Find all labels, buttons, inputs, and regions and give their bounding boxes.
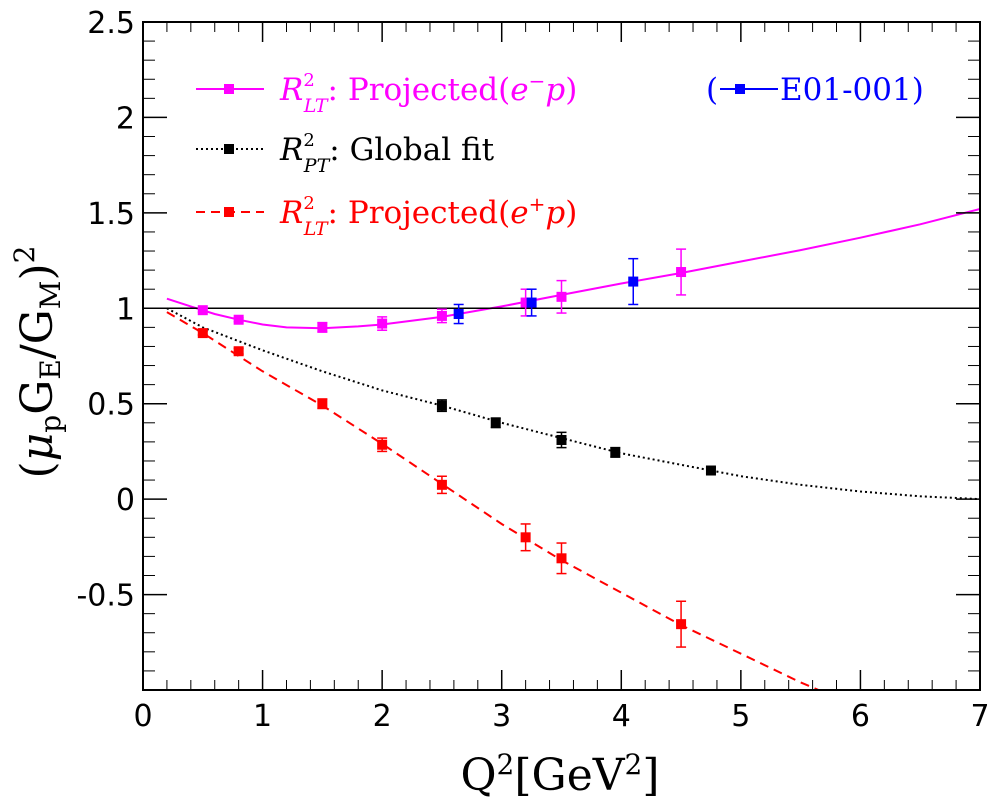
data-point xyxy=(556,553,567,564)
y-tick-label: 1 xyxy=(116,292,135,327)
y-tick-label: 2 xyxy=(116,101,135,136)
x-tick-label: 2 xyxy=(373,699,392,734)
y-tick-label: 1.5 xyxy=(87,197,135,232)
legend-entry-epp: R2 LT: Projected(e+p) xyxy=(196,192,577,240)
data-point xyxy=(490,417,501,428)
x-tick-label: 6 xyxy=(851,699,870,734)
data-point xyxy=(520,532,531,543)
legend-label-e01-001: E01-001) xyxy=(780,72,924,108)
data-point xyxy=(676,619,687,630)
data-point xyxy=(453,309,464,320)
data-point xyxy=(317,398,328,409)
data-point xyxy=(610,447,621,458)
x-tick-label: 4 xyxy=(612,699,631,734)
data-point xyxy=(197,305,208,316)
data-point xyxy=(436,479,447,490)
y-tick-label: 0.5 xyxy=(87,388,135,423)
legend-entry-e01-001: ( E01-001) xyxy=(706,72,924,108)
y-tick-label: 2.5 xyxy=(87,6,135,41)
legend-label-elp: R2 LT: Projected(e−p) xyxy=(279,69,577,117)
legend: R2 LT: Projected(e−p) ( E01-001) R2 PT: Gl… xyxy=(196,69,924,240)
y-tick-label: 0 xyxy=(116,483,135,518)
svg-text:(: ( xyxy=(706,72,718,108)
legend-label-global-fit: R2 PT: Global fit xyxy=(279,130,495,177)
data-point xyxy=(317,322,328,333)
data-point xyxy=(233,314,244,325)
y-axis-title: (μpGE/GM)2 xyxy=(8,246,67,479)
data-point xyxy=(676,267,687,278)
x-tick-label: 1 xyxy=(253,699,272,734)
data-point xyxy=(377,439,388,450)
legend-entry-elp: R2 LT: Projected(e−p) xyxy=(196,69,577,117)
data-point xyxy=(520,297,531,308)
data-points xyxy=(197,248,716,648)
data-point xyxy=(233,346,244,357)
data-point xyxy=(628,276,639,287)
x-tick-label: 0 xyxy=(133,699,152,734)
x-axis-title: Q2[GeV2] xyxy=(460,748,659,801)
legend-entry-global-fit: R2 PT: Global fit xyxy=(196,130,495,177)
data-point xyxy=(436,310,447,321)
x-tick-label: 5 xyxy=(731,699,750,734)
x-tick-label: 7 xyxy=(970,699,989,734)
data-point xyxy=(377,318,388,329)
data-point xyxy=(436,400,447,411)
plot-frame xyxy=(142,21,981,691)
data-point xyxy=(556,434,567,445)
legend-label-epp: R2 LT: Projected(e+p) xyxy=(279,192,577,240)
x-axis-ticks: 0 1 2 3 4 5 6 7 xyxy=(133,22,990,734)
data-point xyxy=(556,291,567,302)
x-tick-label: 3 xyxy=(492,699,511,734)
data-point xyxy=(526,297,537,308)
y-axis-ticks: -0.5 0 0.5 1 1.5 2 2.5 xyxy=(76,6,980,672)
y-tick-label: -0.5 xyxy=(76,579,135,614)
data-point xyxy=(705,465,716,476)
data-point xyxy=(197,328,208,339)
fit-curve-2 xyxy=(166,311,819,690)
